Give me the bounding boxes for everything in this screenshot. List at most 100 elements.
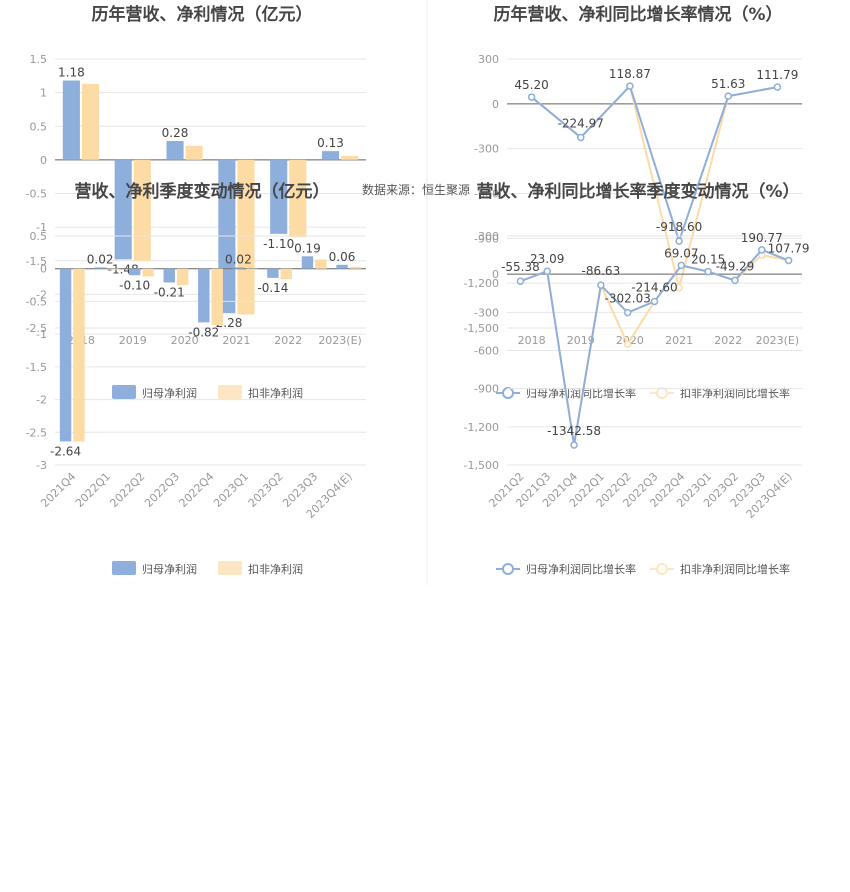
- quarterly_profit-ytick-label: 0: [40, 263, 47, 276]
- annual_growth-point-parent: [626, 82, 634, 90]
- quarterly_profit-bar-deducted: [315, 259, 327, 269]
- quarterly_profit-data-label: -0.14: [257, 281, 288, 295]
- quarterly_growth-point-parent: [731, 276, 739, 285]
- annual_growth-ytick-label: -1,200: [464, 277, 499, 290]
- quarterly_growth-data-label: -86.63: [582, 264, 621, 278]
- annual_profit-ytick-label: 0.5: [30, 120, 48, 133]
- quarterly_profit-data-label: 0.02: [87, 252, 114, 266]
- annual_growth-data-label: 118.87: [609, 67, 651, 81]
- quarterly_growth-legend-swatch-marker: [656, 563, 668, 575]
- quarterly_profit-ytick-label: 0.5: [30, 230, 48, 243]
- quarterly_growth-legend-label: 扣非净利润同比增长率: [680, 562, 790, 576]
- annual_growth-data-label: 111.79: [756, 68, 798, 82]
- quarterly_profit-bar-deducted: [349, 266, 362, 269]
- quarterly_profit-data-label: -0.21: [154, 285, 185, 299]
- annual_profit-ytick-label: 0: [40, 154, 47, 167]
- quarterly_profit-legend-label: 归母净利润: [142, 562, 197, 576]
- quarterly_profit-bar-parent: [336, 264, 348, 269]
- annual_growth-point-parent: [724, 92, 732, 100]
- quarterly_profit-bar-parent: [232, 267, 245, 269]
- annual_profit-bar-deducted: [185, 145, 203, 160]
- quarterly_growth-ytick-label: -300: [474, 306, 499, 319]
- annual_growth-xtick-label: 2021: [665, 334, 693, 347]
- annual_profit-ytick-label: -1.5: [26, 255, 47, 268]
- quarterly_growth-data-label: -302.03: [605, 292, 651, 306]
- quarterly_profit-ytick-label: -0.5: [26, 295, 47, 308]
- quarterly_profit-ytick-label: -2: [36, 394, 47, 407]
- quarterly_profit-data-label: -2.64: [50, 444, 81, 458]
- quarterly_profit-xtick-label: 2023Q1: [211, 470, 251, 510]
- quarterly_profit-bar-deducted: [176, 268, 189, 286]
- annual_growth-legend-swatch-marker: [502, 387, 514, 399]
- annual_growth-ytick-label: -900: [474, 232, 499, 245]
- quarterly_profit-xtick-label: 2023Q2: [246, 470, 286, 510]
- quarterly_profit-ytick-label: -2.5: [26, 426, 47, 439]
- annual_profit-data-label: 1.18: [58, 66, 85, 80]
- quarterly_profit-title: 营收、净利季度变动情况（亿元）: [75, 181, 330, 202]
- quarterly_profit-ytick-label: -1: [36, 328, 47, 341]
- quarterly_profit-data-label: -0.10: [119, 278, 150, 292]
- quarterly_profit-legend-swatch: [218, 561, 242, 575]
- annual_growth-xtick-label: 2019: [567, 334, 595, 347]
- quarterly_growth-point-parent: [704, 267, 712, 276]
- annual_profit-xtick-label: 2022: [274, 334, 302, 347]
- annual_profit-legend-swatch: [218, 385, 242, 399]
- annual_growth-title: 历年营收、净利同比增长率情况（%）: [493, 4, 782, 25]
- quarterly_growth-panel: 营收、净利同比增长率季度变动情况（%） 300 0 -300 -600 -900 -1,20…: [464, 181, 810, 576]
- quarterly_growth-ytick-label: -1,200: [464, 421, 499, 434]
- annual_profit-bar-parent: [321, 151, 340, 160]
- quarterly_profit-legend-label: 扣非净利润: [248, 562, 303, 576]
- annual_profit-bar-parent: [62, 80, 80, 160]
- annual_growth-point-parent: [675, 237, 683, 245]
- quarterly_profit-bar-parent: [128, 268, 141, 276]
- quarterly_profit-legend-swatch: [112, 561, 136, 575]
- quarterly_growth-legend-swatch-marker: [502, 563, 514, 575]
- annual_growth-point-parent: [577, 133, 585, 142]
- annual_growth-ytick-label: -300: [474, 143, 499, 156]
- quarterly_profit-data-label: 0.06: [329, 250, 356, 264]
- quarterly_profit-bar-deducted: [280, 268, 293, 280]
- annual_profit-bar-deducted: [81, 83, 100, 160]
- quarterly_growth-ytick-label: 0: [492, 268, 499, 281]
- annual_profit-xtick-label: 2021: [222, 334, 250, 347]
- annual_growth-legend-label: 归母净利润同比增长率: [526, 386, 636, 400]
- quarterly_profit-xtick-label: 2022Q2: [107, 470, 147, 510]
- annual_profit-ytick-label: 1: [40, 87, 47, 100]
- annual_growth-xtick-label: 2023(E): [756, 334, 800, 347]
- quarterly_growth-title: 营收、净利同比增长率季度变动情况（%）: [476, 181, 799, 202]
- quarterly_profit-bar-parent: [198, 268, 210, 323]
- annual_growth-legend-label: 扣非净利润同比增长率: [680, 386, 790, 400]
- annual_profit-bar-parent: [270, 159, 288, 234]
- quarterly_profit-bar-parent: [59, 268, 72, 442]
- quarterly_growth-ytick-label: 300: [478, 230, 499, 243]
- quarterly_profit-data-label: 0.19: [294, 241, 321, 255]
- quarterly_growth-data-label: 69.07: [664, 246, 698, 260]
- annual_profit-ytick-label: -1: [36, 221, 47, 234]
- quarterly_growth-data-label: 107.79: [768, 241, 810, 255]
- quarterly_profit-bar-deducted: [73, 268, 85, 442]
- annual_profit-xtick-label: 2020: [171, 334, 199, 347]
- annual_profit-bar-deducted: [289, 159, 307, 238]
- quarterly_profit-bar-deducted: [246, 268, 258, 271]
- annual_growth-point-deducted: [675, 283, 683, 292]
- annual_growth-point-parent: [527, 93, 536, 101]
- quarterly_profit-ytick-label: -3: [36, 459, 47, 472]
- annual_profit-ytick-label: -2.5: [26, 322, 47, 335]
- annual_growth-data-label: 45.20: [514, 78, 548, 92]
- annual_profit-data-label: 0.28: [162, 126, 189, 140]
- annual_profit-ytick-label: 1.5: [30, 53, 48, 66]
- quarterly_growth-point-parent: [784, 256, 793, 265]
- annual_growth-ytick-label: -1,500: [464, 322, 499, 335]
- quarterly_growth-point-parent: [623, 308, 632, 317]
- annual_growth-data-label: 51.63: [711, 77, 745, 91]
- source-label: 数据来源：恒生聚源: [362, 182, 470, 197]
- quarterly_profit-bar-deducted: [142, 268, 154, 277]
- annual_profit-legend-swatch: [112, 385, 136, 399]
- quarterly_growth-point-parent: [570, 441, 578, 449]
- annual_growth-point-parent: [773, 83, 782, 91]
- quarterly_growth-point-parent: [543, 267, 551, 275]
- quarterly_profit-xtick-label: 2022Q4: [177, 470, 217, 510]
- annual_growth-ytick-label: -600: [474, 188, 499, 201]
- quarterly_growth-ytick-label: -1,500: [464, 459, 499, 472]
